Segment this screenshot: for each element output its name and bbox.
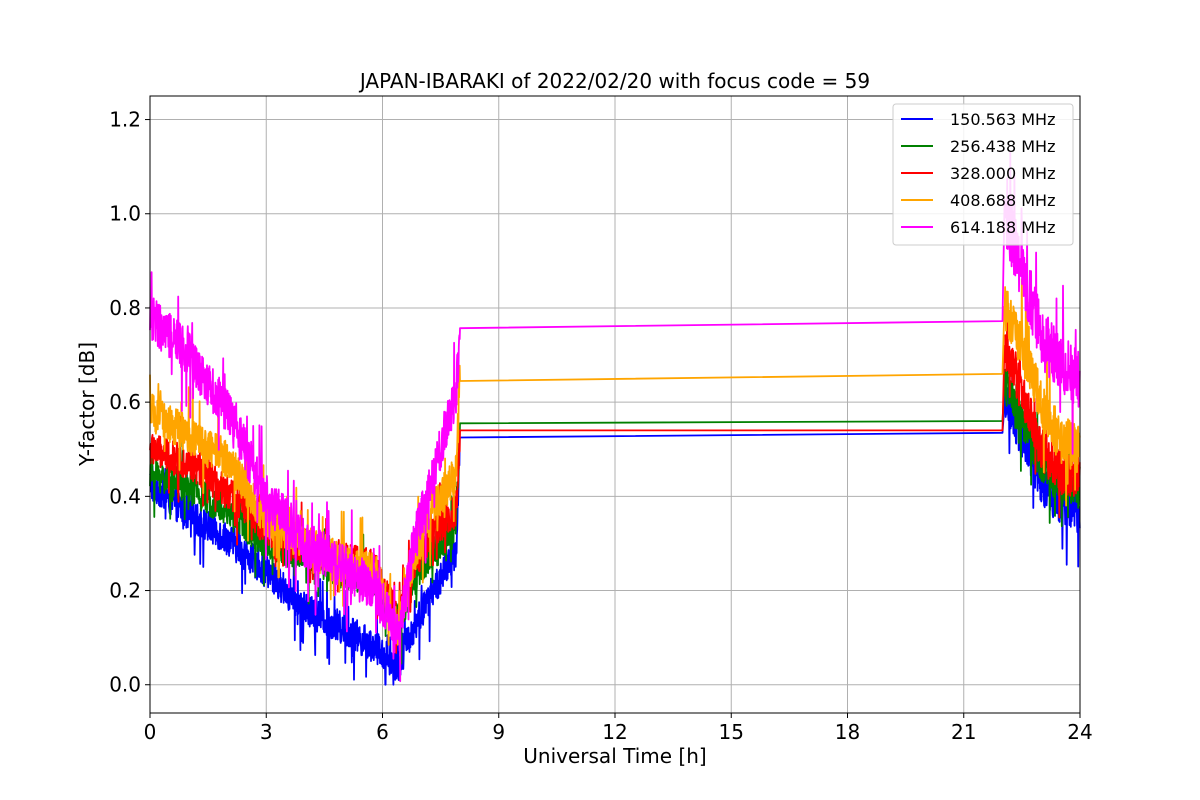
series-line-4	[149, 151, 1081, 683]
series-line-3	[149, 278, 1081, 646]
y-tick-label: 0.4	[109, 484, 141, 508]
y-tick-label: 1.0	[109, 202, 141, 226]
y-tick-label: 0.2	[109, 579, 141, 603]
x-tick-label: 12	[602, 720, 627, 744]
x-tick-label: 0	[144, 720, 157, 744]
legend-label: 408.688 MHz	[950, 191, 1055, 210]
y-tick-label: 0.8	[109, 296, 141, 320]
x-tick-label: 21	[951, 720, 976, 744]
series-layer	[149, 151, 1081, 686]
x-tick-label: 3	[260, 720, 273, 744]
x-tick-label: 18	[835, 720, 860, 744]
chart-title: JAPAN-IBARAKI of 2022/02/20 with focus c…	[358, 69, 870, 93]
legend: 150.563 MHz 256.438 MHz 328.000 MHz 408.688…	[892, 103, 1074, 246]
legend-label: 614.188 MHz	[950, 218, 1055, 237]
y-tick-label: 0.0	[109, 673, 141, 697]
x-tick-label: 15	[719, 720, 744, 744]
x-tick-label: 6	[376, 720, 389, 744]
legend-label: 328.000 MHz	[950, 164, 1055, 183]
legend-box	[892, 103, 1074, 246]
y-tick-label: 1.2	[109, 108, 141, 132]
x-tick-label: 24	[1067, 720, 1092, 744]
y-axis-ticks: 0.0 0.2 0.4 0.6 0.8 1.0 1.2	[109, 108, 150, 697]
x-tick-label: 9	[492, 720, 505, 744]
y-axis-label: Y-factor [dB]	[75, 342, 99, 467]
legend-label: 256.438 MHz	[950, 137, 1055, 156]
y-tick-label: 0.6	[109, 390, 141, 414]
x-axis-label: Universal Time [h]	[523, 744, 706, 768]
legend-label: 150.563 MHz	[950, 110, 1055, 129]
x-axis-ticks: 0 3 6 9 12 15 18 21 24	[144, 713, 1093, 744]
